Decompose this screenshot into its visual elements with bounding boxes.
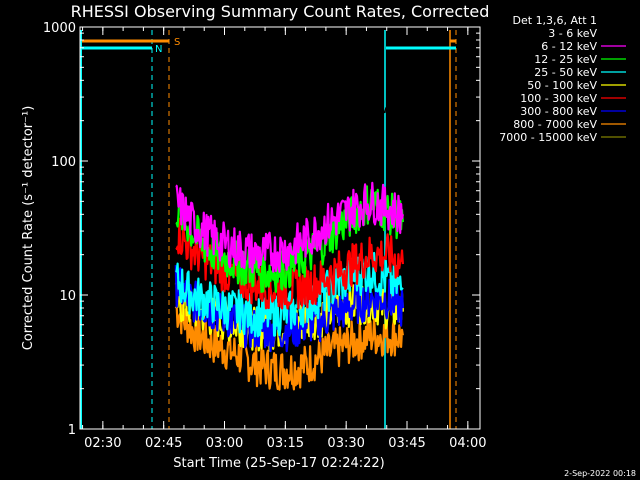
y-tick-label: 10 xyxy=(59,289,76,304)
legend-label: 12 - 25 keV xyxy=(534,53,597,66)
footer-date: 2-Sep-2022 00:18 xyxy=(564,469,636,478)
x-tick-label: 03:45 xyxy=(388,436,425,451)
legend-label: 50 - 100 keV xyxy=(527,79,597,92)
legend-label: 300 - 800 keV xyxy=(520,105,597,118)
x-tick-label: 03:15 xyxy=(267,436,304,451)
x-tick-label: 02:45 xyxy=(145,436,182,451)
series-line-7 xyxy=(174,299,404,391)
legend-label: 100 - 300 keV xyxy=(520,92,597,105)
y-tick-label: 1 xyxy=(68,423,76,438)
x-tick-label: 04:00 xyxy=(449,436,486,451)
legend-title: Det 1,3,6, Att 1 xyxy=(513,14,597,27)
y-tick-label: 100 xyxy=(51,155,76,170)
plot-frame xyxy=(79,26,481,430)
series-line-1 xyxy=(175,181,404,274)
saa-label: S xyxy=(174,37,180,48)
legend-label: 7000 - 15000 keV xyxy=(499,131,597,144)
x-tick-label: 02:30 xyxy=(84,436,121,451)
x-axis-label: Start Time (25-Sep-17 02:24:22) xyxy=(173,456,384,471)
y-axis-label: Corrected Count Rate (s⁻¹ detector⁻¹) xyxy=(21,106,36,351)
series-line-0 xyxy=(175,105,404,115)
legend-label: 6 - 12 keV xyxy=(541,40,597,53)
y-tick-label: 1000 xyxy=(43,21,76,36)
x-tick-label: 03:30 xyxy=(327,436,364,451)
series-line-6 xyxy=(174,265,404,353)
orbit-markers: SN xyxy=(80,30,457,429)
chart-title: RHESSI Observing Summary Count Rates, Co… xyxy=(71,2,490,21)
x-tick-label: 03:00 xyxy=(206,436,243,451)
series-group xyxy=(174,105,404,391)
legend-label: 800 - 7000 keV xyxy=(513,118,597,131)
axes: 02:30 02:45 03:00 03:15 03:30 03:45 04:00 1 10 10… xyxy=(43,21,487,451)
legend-label: 3 - 6 keV xyxy=(548,27,597,40)
legend-label: 25 - 50 keV xyxy=(534,66,597,79)
night-label: N xyxy=(155,44,162,55)
